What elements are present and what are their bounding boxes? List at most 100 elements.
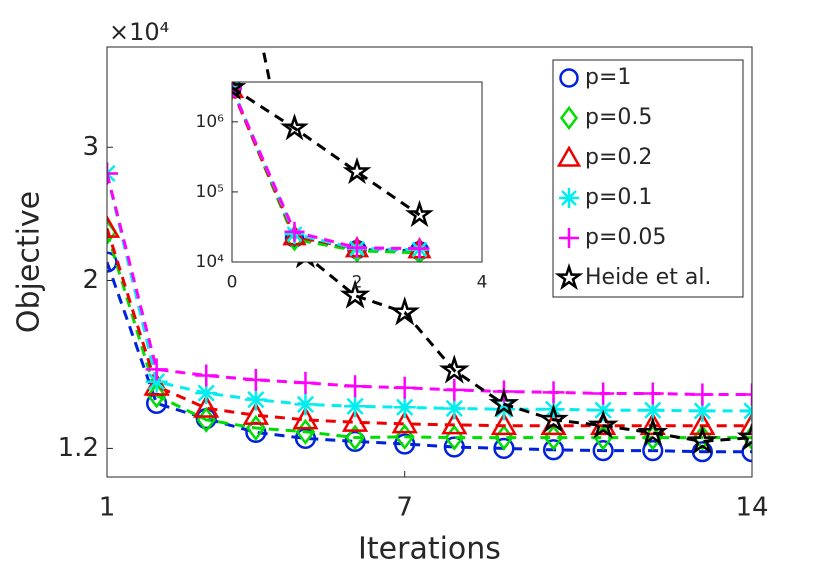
marker: [107, 162, 118, 185]
legend-marker: [559, 228, 579, 248]
marker: [393, 396, 416, 419]
marker-stroke: [445, 399, 463, 418]
legend-label: p=0.5: [585, 105, 652, 130]
marker: [443, 378, 466, 401]
marker: [736, 421, 752, 451]
marker: [741, 399, 752, 422]
series-line: [232, 87, 420, 255]
marker: [542, 381, 565, 404]
marker: [341, 408, 369, 432]
marker: [589, 412, 617, 436]
marker: [193, 394, 220, 418]
marker: [294, 371, 317, 394]
marker: [488, 387, 520, 418]
marker: [691, 441, 713, 463]
inset-chart: 0 2 4 10⁴ 10⁵ 10⁶: [196, 81, 488, 292]
axes-box: [106, 46, 753, 478]
marker: [493, 437, 515, 460]
y-tick-label: 3: [82, 132, 99, 162]
series-layer: [232, 82, 434, 262]
marker-stroke: [107, 164, 116, 176]
legend-label: p=0.1: [585, 185, 652, 210]
y-tick-label: 1.2: [58, 433, 99, 463]
marker: [689, 412, 716, 436]
x-tick-label: 0: [227, 272, 238, 292]
series-line: [232, 86, 421, 217]
marker: [542, 439, 565, 461]
marker: [490, 412, 518, 436]
x-axis-label: Iterations: [358, 532, 501, 567]
marker: [242, 401, 270, 425]
marker-stroke: [197, 384, 215, 402]
marker: [738, 412, 752, 436]
legend-marker: [559, 188, 579, 208]
marker: [244, 368, 267, 391]
marker-stroke: [743, 402, 752, 413]
y-tick-label: 10⁶: [196, 112, 225, 132]
marker: [389, 296, 421, 326]
marker-stroke: [247, 391, 265, 409]
marker-stroke: [346, 397, 364, 415]
marker: [393, 376, 416, 399]
legend-marker: [559, 105, 579, 131]
x-tick-label: 7: [396, 493, 413, 523]
marker: [146, 382, 167, 409]
legend-label: p=0.2: [585, 145, 652, 170]
legend-label: p=0.05: [585, 225, 666, 250]
marker: [592, 440, 614, 462]
marker: [292, 406, 319, 430]
y-tick-label: 10⁴: [196, 252, 225, 272]
marker: [441, 411, 468, 435]
marker: [107, 214, 121, 238]
legend-label: Heide et al.: [585, 265, 711, 290]
y-axis-label: Objective: [12, 191, 47, 333]
marker: [294, 393, 317, 416]
marker: [687, 425, 718, 455]
marker: [244, 388, 267, 411]
marker: [641, 399, 664, 422]
marker-stroke: [693, 402, 711, 420]
marker: [637, 416, 669, 446]
marker: [587, 409, 619, 439]
marker-stroke: [561, 190, 577, 206]
marker: [244, 2, 267, 24]
x-tick-label: 14: [735, 493, 768, 523]
legend-box: [552, 59, 744, 298]
axes-box: [231, 81, 483, 263]
marker: [741, 383, 752, 406]
series-line: [232, 87, 420, 251]
marker: [284, 221, 305, 242]
marker-stroke: [743, 409, 752, 420]
y-multiplier: ×10⁴: [109, 18, 169, 46]
marker: [347, 237, 367, 258]
marker: [592, 382, 615, 405]
marker: [342, 156, 372, 185]
marker-stroke: [296, 395, 315, 413]
marker: [438, 354, 470, 384]
marker-stroke: [107, 171, 116, 183]
legend-marker: [554, 262, 584, 291]
marker: [145, 358, 168, 381]
legend-marker: [559, 68, 579, 88]
marker: [741, 441, 752, 463]
x-tick-label: 4: [477, 272, 488, 292]
x-tick-label: 1: [99, 493, 116, 523]
marker-stroke: [148, 373, 166, 391]
series-line: [232, 86, 420, 252]
legend-marker: [556, 145, 582, 167]
marker: [391, 410, 418, 434]
legend: p=1 p=0.5 p=0.2 p=0.1 p=0.05 Heide et al.: [552, 59, 744, 298]
marker: [339, 279, 371, 309]
plot-area: [232, 82, 482, 262]
marker: [409, 238, 430, 259]
marker: [344, 375, 367, 398]
marker: [642, 440, 664, 462]
marker: [639, 412, 666, 436]
marker: [282, 224, 307, 246]
marker: [405, 199, 434, 228]
marker: [641, 382, 664, 405]
legend-label: p=1: [585, 65, 631, 90]
marker: [538, 403, 569, 433]
marker: [232, 82, 247, 100]
